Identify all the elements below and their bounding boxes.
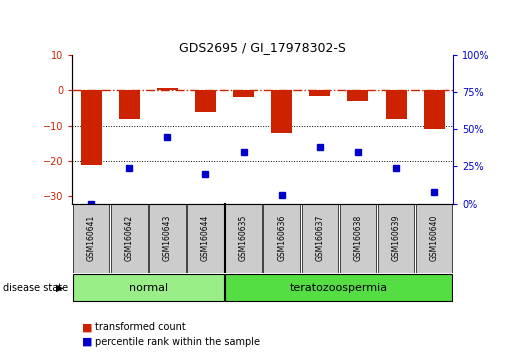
- Bar: [377, 204, 415, 273]
- Text: ■: ■: [82, 322, 93, 332]
- Bar: [111, 204, 148, 273]
- Bar: [195, 90, 216, 112]
- Bar: [424, 90, 444, 129]
- Bar: [263, 204, 300, 273]
- Text: transformed count: transformed count: [95, 322, 186, 332]
- Text: normal: normal: [129, 282, 168, 293]
- Text: GSM160635: GSM160635: [239, 215, 248, 261]
- Text: GSM160643: GSM160643: [163, 215, 172, 261]
- Text: GSM160637: GSM160637: [315, 215, 324, 261]
- Text: GSM160641: GSM160641: [87, 215, 96, 261]
- Text: GSM160642: GSM160642: [125, 215, 134, 261]
- Bar: [81, 90, 101, 165]
- Text: teratozoospermia: teratozoospermia: [290, 282, 388, 293]
- Bar: [73, 274, 224, 301]
- Text: GSM160636: GSM160636: [277, 215, 286, 261]
- Text: GSM160644: GSM160644: [201, 215, 210, 261]
- Text: GSM160639: GSM160639: [391, 215, 401, 261]
- Bar: [225, 204, 262, 273]
- Bar: [386, 90, 406, 119]
- Bar: [339, 204, 376, 273]
- Text: GSM160638: GSM160638: [353, 215, 363, 261]
- Bar: [416, 204, 453, 273]
- Bar: [157, 88, 178, 90]
- Bar: [73, 204, 110, 273]
- Text: ▶: ▶: [56, 282, 63, 293]
- Bar: [225, 274, 453, 301]
- Text: percentile rank within the sample: percentile rank within the sample: [95, 337, 260, 347]
- Bar: [348, 90, 368, 101]
- Bar: [310, 90, 330, 96]
- Bar: [119, 90, 140, 119]
- Bar: [149, 204, 186, 273]
- Bar: [301, 204, 338, 273]
- Bar: [187, 204, 224, 273]
- Bar: [271, 90, 292, 133]
- Text: ■: ■: [82, 337, 93, 347]
- Text: disease state: disease state: [3, 282, 67, 293]
- Bar: [233, 90, 254, 97]
- Title: GDS2695 / GI_17978302-S: GDS2695 / GI_17978302-S: [179, 41, 346, 54]
- Text: GSM160640: GSM160640: [430, 215, 439, 261]
